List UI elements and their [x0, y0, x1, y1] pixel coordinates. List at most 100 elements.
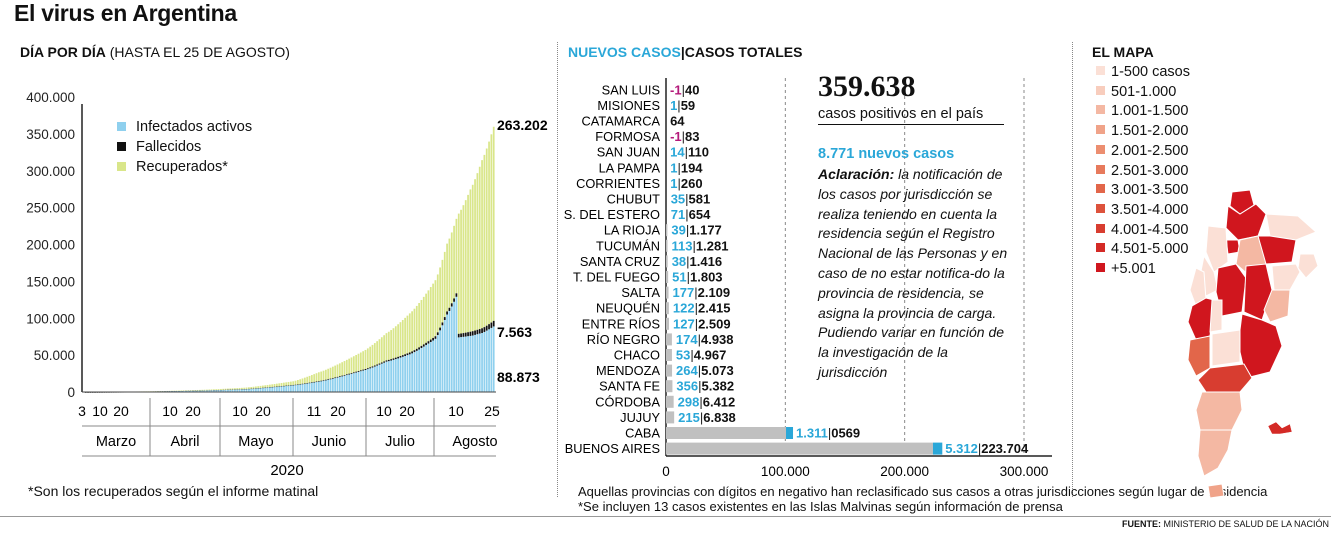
recuperados-bar	[206, 389, 208, 391]
infectados-bar	[320, 381, 323, 392]
x-day-tick: 25	[484, 403, 500, 419]
recuperados-bar	[464, 200, 467, 333]
infectados-bar	[264, 387, 267, 392]
province-name: SALTA	[621, 285, 660, 300]
infectados-bar	[324, 380, 327, 392]
recuperados-bar	[385, 333, 388, 361]
recuperados-bar	[248, 387, 250, 389]
value-separator: |	[695, 316, 698, 331]
recuperados-bar	[264, 385, 267, 388]
recuperados-bar	[324, 369, 327, 380]
fallecidos-bar	[299, 384, 302, 385]
x-month-label: Junio	[312, 434, 347, 450]
argentina-map	[1187, 189, 1319, 499]
province-values: -1|40	[670, 82, 699, 97]
y-tick-label: 100.000	[26, 311, 75, 326]
infectados-bar	[378, 364, 381, 392]
map-legend-item: 3.001-3.500	[1096, 182, 1188, 198]
recuperados-bar	[296, 380, 299, 385]
totales-label: 83	[685, 129, 699, 144]
fallecidos-bar	[492, 320, 495, 327]
fallecidos-bar	[434, 336, 437, 339]
province-name: CORRIENTES	[576, 176, 660, 191]
map-legend-item: 3.501-4.000	[1096, 202, 1188, 218]
map-province-misiones	[1297, 253, 1319, 279]
recuperados-bar	[280, 383, 283, 387]
value-separator: |	[685, 192, 688, 207]
totales-bar	[666, 255, 668, 268]
province-values: 71|654	[671, 207, 711, 222]
totales-bar	[666, 317, 669, 330]
recuperados-bar	[343, 361, 346, 376]
infectados-bar	[285, 386, 288, 392]
legend-swatch	[117, 122, 126, 131]
infectados-bar	[415, 350, 418, 392]
totales-bar	[666, 364, 673, 377]
province-name: MENDOZA	[596, 363, 660, 378]
map-legend-label: 3.001-3.500	[1111, 182, 1189, 199]
y-tick-label: 150.000	[26, 274, 75, 289]
province-values: 5.312|223.704	[945, 441, 1029, 456]
province-values: 1.311|0569	[796, 426, 860, 441]
province-name: CÓRDOBA	[595, 394, 660, 409]
fallecidos-bar	[471, 331, 474, 336]
recuperados-bar	[462, 205, 465, 334]
infectados-bar	[366, 369, 369, 392]
recuperados-bar	[425, 293, 427, 343]
province-name: T. DEL FUEGO	[573, 270, 660, 285]
recuperados-bar	[238, 387, 241, 390]
province-values: 174|4.938	[676, 332, 734, 347]
fallecidos-bar	[369, 367, 372, 369]
infectados-bar	[203, 390, 206, 392]
value-separator: |	[686, 223, 689, 238]
infectados-bar	[213, 390, 215, 392]
x-day-tick: 11	[307, 403, 322, 419]
totales-bar	[666, 411, 675, 424]
infectados-bar	[234, 389, 236, 392]
fallecidos-bar	[469, 331, 472, 336]
x-day-tick: 10	[448, 403, 464, 419]
total-cases-caption: casos positivos en el país	[818, 106, 984, 122]
totales-label: 40	[685, 82, 699, 97]
map-legend-label: +5.001	[1111, 261, 1156, 277]
infectados-bar	[439, 330, 441, 392]
middle-footnote-2: *Se incluyen 13 casos existentes en las …	[578, 499, 1063, 514]
map-legend-item: 2.501-3.000	[1096, 163, 1188, 179]
infectados-bar	[345, 375, 348, 392]
value-separator: |	[698, 379, 701, 394]
infectados-bar	[308, 383, 311, 392]
totales-label: 6.838	[703, 410, 736, 425]
fallecidos-bar	[485, 325, 488, 331]
nuevos-label: -1	[670, 82, 682, 97]
infectados-bar	[306, 383, 309, 392]
infectados-bar	[269, 387, 271, 392]
legend-swatch	[117, 142, 126, 151]
legend-label: Infectados activos	[136, 119, 252, 135]
recuperados-bar	[350, 357, 353, 374]
x-day-tick: 10	[92, 403, 108, 419]
province-values: 122|2.415	[673, 301, 731, 316]
infectados-bar	[385, 361, 388, 392]
recuperados-bar	[401, 320, 404, 356]
recuperados-bar	[429, 287, 432, 340]
infectados-bar	[262, 388, 264, 392]
totales-label: 194	[681, 160, 703, 175]
province-values: 64	[670, 114, 685, 129]
totales-label: 6.412	[703, 394, 736, 409]
recuperados-bar	[441, 259, 444, 323]
recuperados-bar	[231, 388, 234, 390]
nuevos-bar	[786, 427, 794, 439]
infectados-bar	[290, 385, 292, 392]
recuperados-bar	[467, 194, 469, 333]
infectados-bar	[369, 368, 372, 392]
fallecidos-bar	[310, 382, 313, 384]
recuperados-bar	[380, 337, 383, 363]
infectados-bar	[492, 326, 495, 392]
nuevos-label: 1	[670, 98, 677, 113]
recuperados-bar	[439, 267, 441, 328]
infectados-bar	[371, 367, 374, 392]
infectados-bar	[408, 354, 411, 392]
infectados-bar	[276, 386, 278, 392]
recuperados-bar	[329, 367, 332, 379]
value-separator: |	[677, 160, 680, 175]
